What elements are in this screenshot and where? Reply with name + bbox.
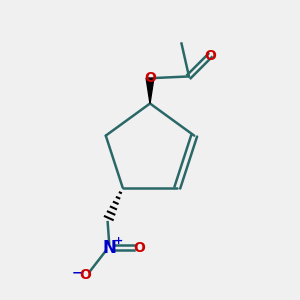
Text: O: O: [204, 49, 216, 62]
Text: −: −: [71, 267, 82, 280]
Text: +: +: [113, 236, 123, 246]
Text: N: N: [102, 238, 116, 256]
Polygon shape: [146, 78, 154, 103]
Text: O: O: [133, 241, 145, 255]
Text: O: O: [79, 268, 91, 282]
Text: O: O: [144, 71, 156, 85]
